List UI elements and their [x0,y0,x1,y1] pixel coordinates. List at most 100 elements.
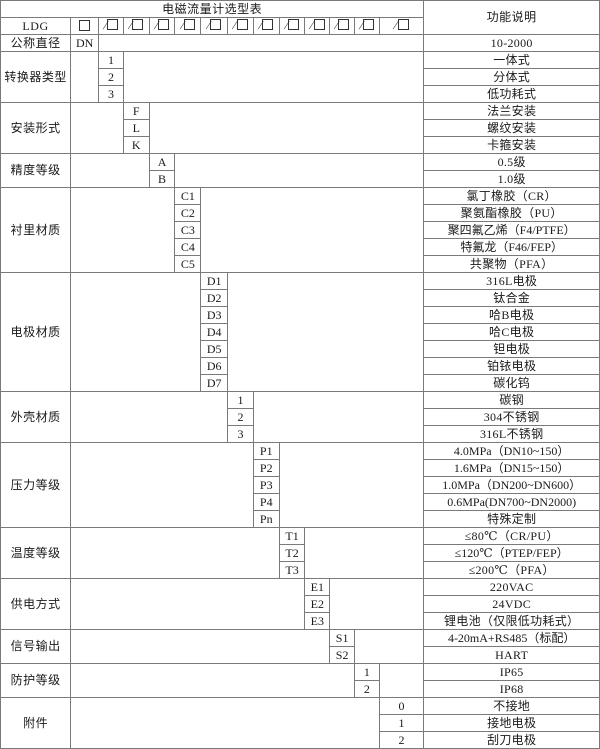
code-box-0[interactable] [70,17,100,35]
table-row: 压力等级 P1 4.0MPa（DN10~150） [0,442,600,528]
code-cell[interactable]: C4 [174,238,202,256]
code-box-4[interactable]: / [174,17,202,35]
code-cell[interactable]: L [122,119,150,137]
code-cell[interactable]: D1 [200,272,229,290]
slash-box-icon: / [257,19,274,33]
code-cell[interactable]: D5 [200,340,229,358]
code-cell[interactable]: P3 [252,476,280,494]
description-cell: 特殊定制 [423,510,600,528]
code-cell[interactable]: P4 [252,493,280,511]
slash-box-icon: / [231,19,248,33]
code-cell[interactable]: 1 [98,51,124,69]
code-cell[interactable]: C2 [174,204,202,222]
code-cell[interactable]: T1 [278,527,306,545]
code-cell[interactable]: 2 [98,68,124,86]
code-box-3[interactable]: / [148,17,176,35]
spacer-left [70,629,331,664]
description-cell: 一体式 [423,51,600,69]
code-cell[interactable]: Pn [252,510,280,528]
function-column-header: 功能说明 [423,0,600,35]
slash-box-icon: / [308,19,325,33]
section-label-5: 电极材质 [0,272,72,392]
code-cell[interactable]: P2 [252,459,280,477]
code-cell[interactable]: 2 [227,408,254,426]
spacer-left [70,663,355,698]
section-label-6: 外壳材质 [0,391,72,443]
code-cell[interactable]: P1 [252,442,280,460]
code-cell[interactable]: T2 [278,544,306,562]
code-cell[interactable]: K [122,136,150,154]
table-row: D2 钛合金 [1,289,600,307]
description-cell: 法兰安装 [423,102,600,120]
code-cell[interactable]: C5 [174,255,202,273]
model-prefix: LDG [0,17,72,35]
section-label-9: 供电方式 [0,578,72,630]
slash-box-icon: / [205,19,222,33]
description-cell: ≤200℃（PFA） [423,561,600,579]
code-box-9[interactable]: / [304,17,331,35]
description-cell: 共聚物（PFA） [423,255,600,273]
spacer-left [70,442,254,528]
slash-box-icon: / [178,19,195,33]
code-cell[interactable]: D3 [200,306,229,324]
code-box-5[interactable]: / [200,17,229,35]
description-cell: 聚氨酯橡胶（PU） [423,204,600,222]
slash-box-icon: / [102,19,119,33]
spacer-right [98,34,425,52]
description-cell: 聚四氟乙烯（F4/PTFE） [423,221,600,239]
code-cell[interactable]: 0 [378,697,425,715]
code-cell[interactable]: C3 [174,221,202,239]
description-cell: 特氟龙（F46/FEP） [423,238,600,256]
code-cell[interactable]: C1 [174,187,202,205]
code-cell[interactable]: 1 [378,714,425,732]
code-box-12[interactable]: / [378,17,425,35]
table-row: D6 铂铱电极 [1,357,600,375]
description-cell: 1.6MPa（DN15~150） [423,459,600,477]
slash-box-icon: / [127,19,144,33]
code-box-7[interactable]: / [252,17,280,35]
code-cell[interactable]: E2 [304,595,331,613]
code-box-1[interactable]: / [98,17,124,35]
table-row: 3 316L不锈钢 [1,425,600,443]
code-cell[interactable]: D4 [200,323,229,341]
code-box-8[interactable]: / [278,17,306,35]
code-cell[interactable]: 2 [378,731,425,749]
section-label-0: 公称直径 [0,34,72,52]
code-cell[interactable]: D2 [200,289,229,307]
table-row: D5 钽电极 [1,340,600,358]
code-cell[interactable]: 3 [227,425,254,443]
page-title: 电磁流量计选型表 [0,0,425,18]
code-cell[interactable]: E1 [304,578,331,596]
code-cell[interactable]: D7 [200,374,229,392]
spacer-right [278,442,425,528]
code-box-6[interactable]: / [227,17,254,35]
code-cell[interactable]: B [148,170,176,188]
code-cell[interactable]: 2 [354,680,380,698]
code-cell[interactable]: 1 [227,391,254,409]
description-cell: ≤120℃（PTEP/FEP） [423,544,600,562]
code-box-11[interactable]: / [354,17,380,35]
code-cell[interactable]: 3 [98,85,124,103]
spacer-left [70,527,280,579]
table-row: 公称直径 DN 10-2000 [0,34,600,52]
code-box-10[interactable]: / [329,17,355,35]
spacer-left [70,153,150,188]
code-cell[interactable]: F [122,102,150,120]
code-cell[interactable]: T3 [278,561,306,579]
code-cell[interactable]: S2 [329,646,355,664]
code-box-2[interactable]: / [122,17,150,35]
code-cell[interactable]: 1 [354,663,380,681]
code-cell[interactable]: A [148,153,176,171]
table-row: 温度等级 T1 ≤80℃（CR/PU） [0,527,600,579]
spacer-left [70,578,306,630]
description-cell: 哈B电极 [423,306,600,324]
code-cell[interactable]: E3 [304,612,331,630]
table-row: Pn 特殊定制 [1,510,600,528]
code-cell[interactable]: S1 [329,629,355,647]
slash-box-icon: / [333,19,350,33]
description-cell: 钛合金 [423,289,600,307]
description-cell: 刮刀电极 [423,731,600,749]
code-cell[interactable]: D6 [200,357,229,375]
nominal-diameter-code[interactable]: DN [70,34,100,52]
